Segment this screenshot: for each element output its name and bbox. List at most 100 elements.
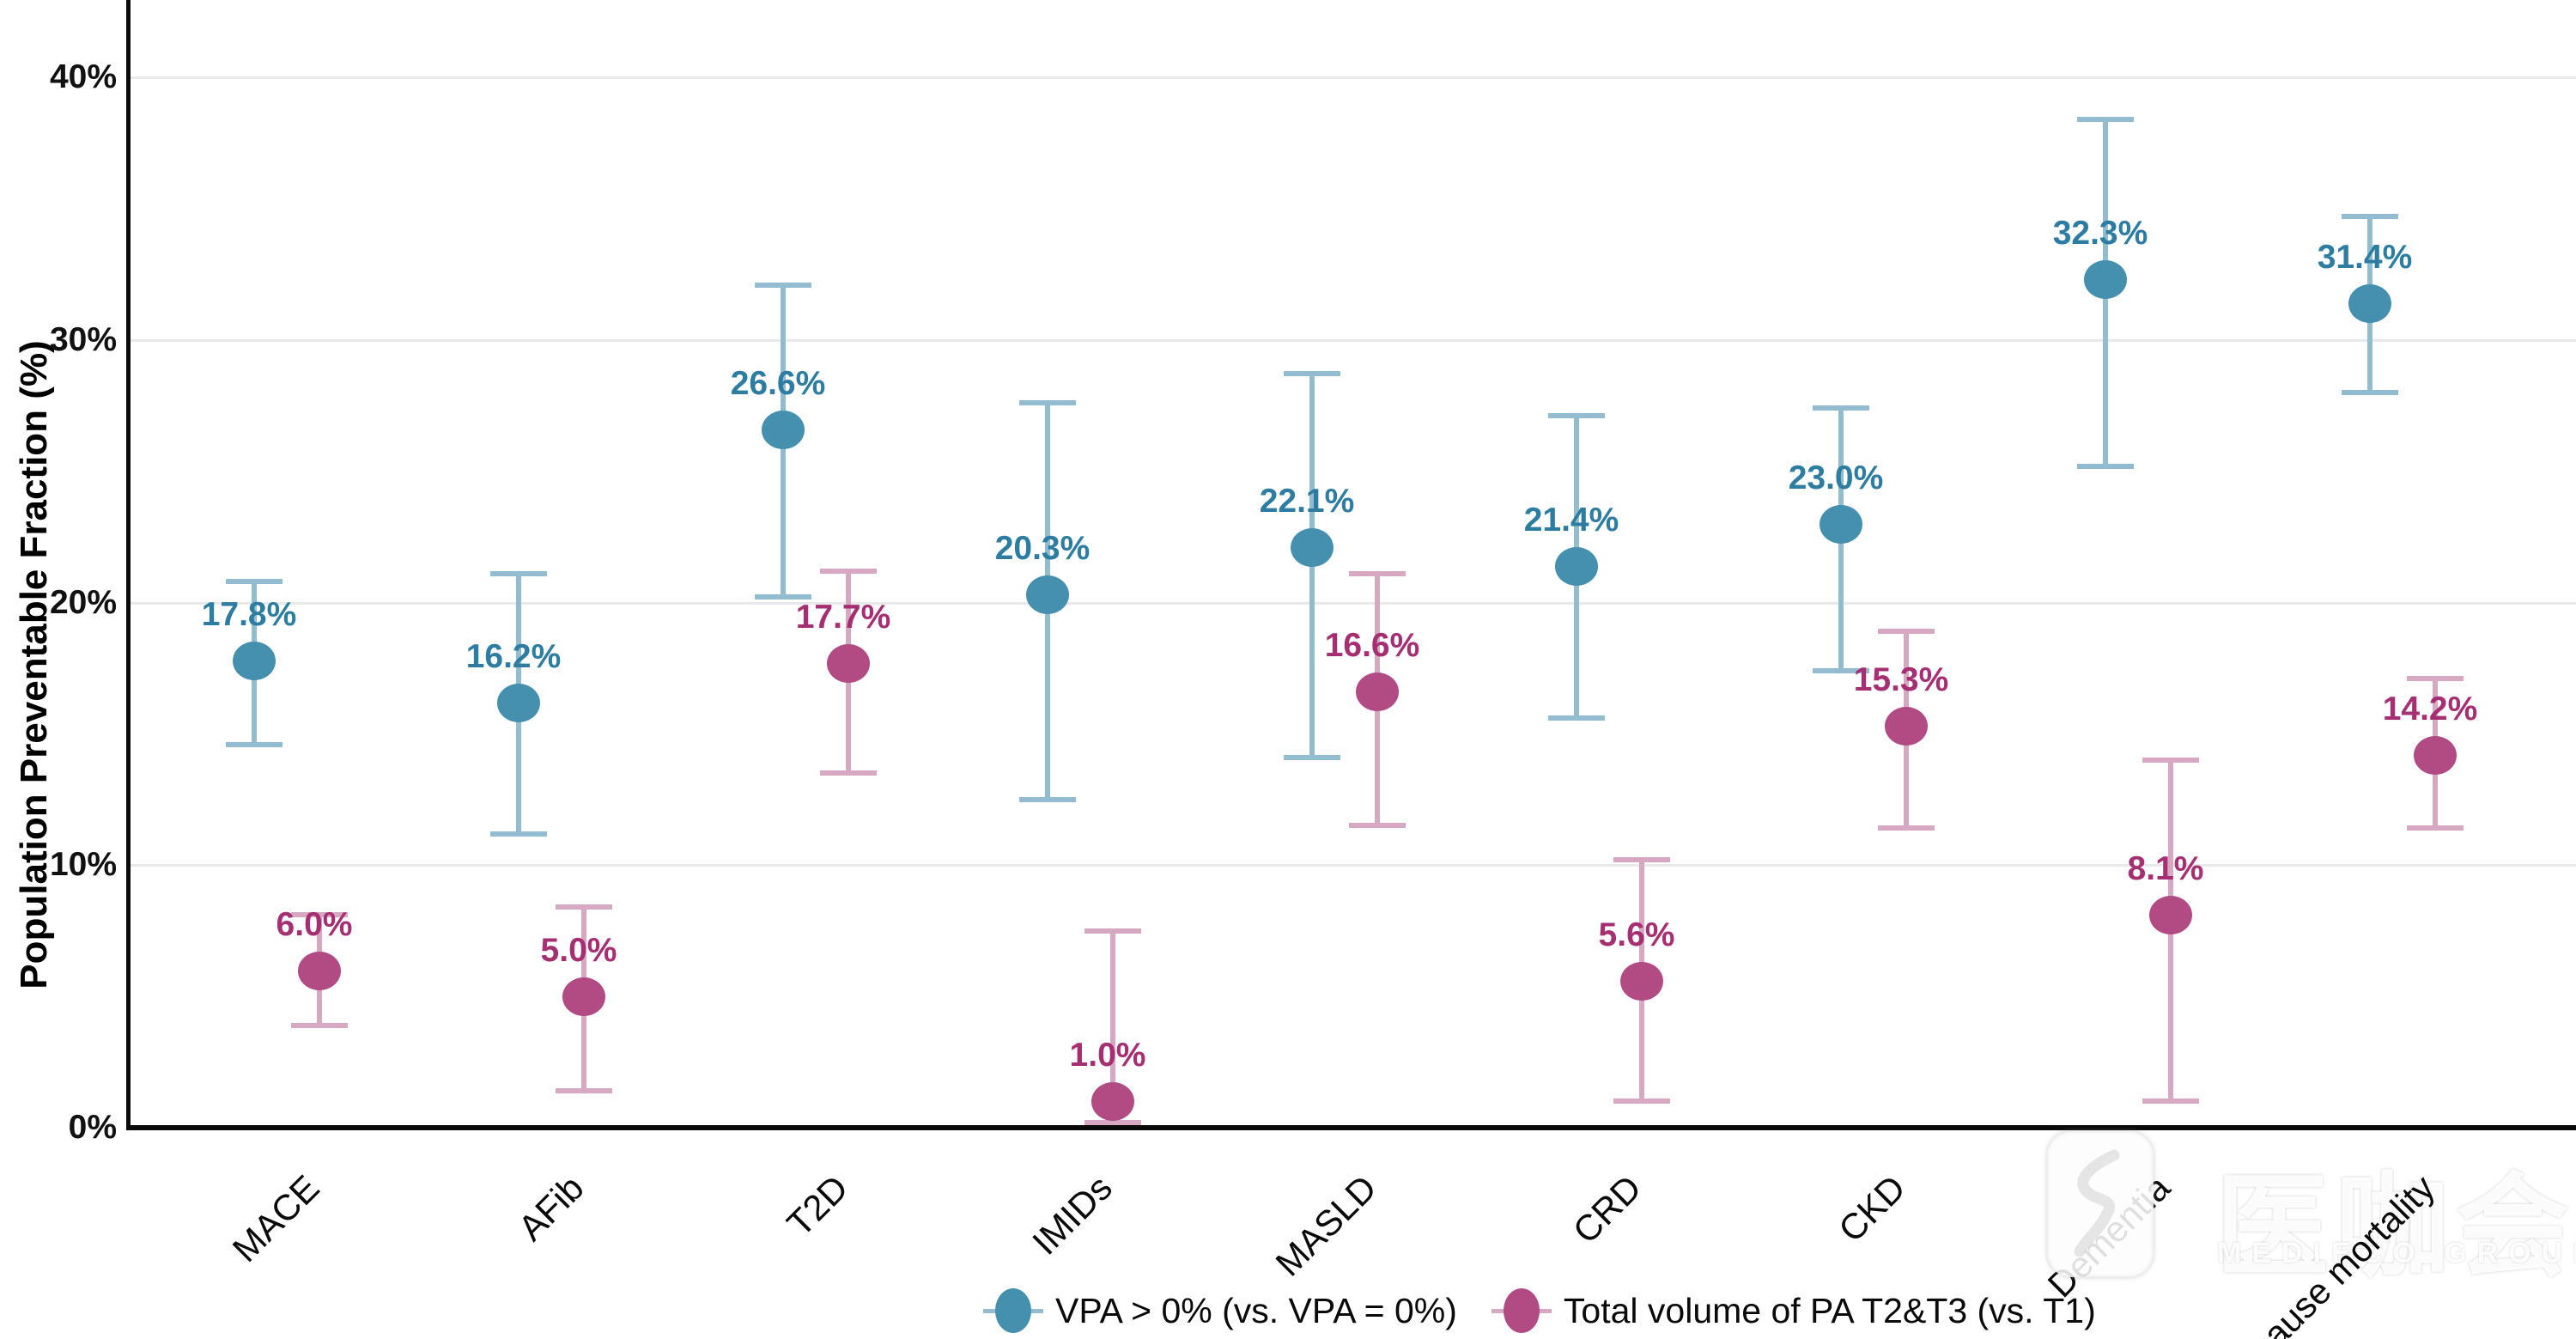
data-point [762, 410, 805, 449]
legend-key-icon [983, 1284, 1043, 1337]
watermark-cn-text: 医咖会 [2215, 1164, 2576, 1290]
error-bar-cap-lower [490, 831, 547, 837]
error-bar-cap-lower [1084, 1119, 1141, 1125]
error-bar-cap-upper [1548, 413, 1605, 419]
data-point-label: 1.0% [1069, 1037, 1146, 1074]
data-point [1356, 673, 1399, 712]
error-bar-cap-lower [2342, 389, 2398, 395]
data-point [1620, 961, 1663, 1001]
data-point [298, 951, 341, 990]
y-tick-label-20: 20% [49, 583, 117, 621]
error-bar-cap-upper [291, 912, 348, 918]
error-bar-cap-lower [2407, 825, 2464, 831]
error-bar-cap-lower [1284, 754, 1340, 760]
error-bar-cap-upper [490, 570, 547, 576]
x-axis-label-imids: IMIDs [1024, 1167, 1121, 1263]
x-axis-label-crd: CRD [1564, 1167, 1649, 1251]
data-point [1820, 504, 1862, 544]
error-bar-cap-lower [291, 1022, 348, 1028]
watermark-logo-glyph [2074, 1149, 2120, 1257]
data-point-label: 20.3% [994, 530, 1091, 568]
legend-point-icon [995, 1288, 1031, 1333]
error-bar-cap-lower [1878, 825, 1935, 831]
data-point [1885, 707, 1928, 746]
gridline-10 [129, 864, 2576, 867]
data-point [2084, 260, 2127, 300]
legend-point-icon [1503, 1288, 1540, 1333]
error-bar-cap-upper [2142, 757, 2199, 763]
data-point [562, 977, 605, 1017]
data-point-label: 16.2% [465, 637, 562, 675]
data-point [1555, 546, 1598, 586]
error-bar-cap-upper [2407, 676, 2464, 682]
data-point-label: 5.6% [1598, 916, 1675, 953]
watermark-logo-box [2047, 1131, 2154, 1277]
error-bar-cap-upper [2077, 116, 2134, 122]
error-bar-cap-lower [1349, 823, 1406, 829]
error-bar-cap-upper [226, 579, 283, 585]
error-bar-cap-upper [820, 568, 877, 574]
y-axis-title: Population Preventable Fraction (%) [13, 340, 55, 989]
error-bar-cap-lower [1548, 715, 1605, 721]
error-bar-cap-lower [820, 770, 877, 776]
legend-item: Total volume of PA T2&T3 (vs. T1) [1491, 1284, 2115, 1337]
data-point-label: 17.8% [201, 595, 297, 633]
error-bar-cap-upper [1613, 857, 1670, 863]
error-bar-cap-lower [1813, 667, 1869, 673]
chart-legend: VPA > 0% (vs. VPA = 0%) Total volume of P… [983, 1281, 2115, 1339]
error-bar-cap-lower [556, 1088, 612, 1094]
data-point [233, 641, 276, 680]
error-bar-cap-upper [1349, 570, 1406, 576]
data-point [2149, 896, 2192, 935]
legend-item: VPA > 0% (vs. VPA = 0%) [983, 1284, 1476, 1337]
x-axis-label-masld: MASLD [1267, 1167, 1385, 1284]
data-point [827, 643, 870, 683]
legend-label: VPA > 0% (vs. VPA = 0%) [1055, 1290, 1457, 1330]
y-axis-line [126, 0, 131, 1130]
data-point [2414, 735, 2457, 775]
gridline-20 [129, 601, 2576, 605]
data-point-label: 21.4% [1523, 501, 1619, 539]
error-bar-cap-lower [226, 741, 283, 747]
data-point-label: 22.1% [1259, 483, 1355, 520]
error-bar-cap-upper [755, 282, 811, 288]
x-axis-label-afib: AFib [509, 1167, 592, 1249]
data-point [1291, 528, 1334, 568]
data-point-label: 23.0% [1788, 459, 1884, 496]
data-point-label: 5.0% [540, 932, 617, 970]
data-point-label: 26.6% [730, 364, 826, 402]
gridline-30 [129, 338, 2576, 342]
error-bar-cap-lower [1019, 796, 1076, 802]
data-point [1026, 575, 1069, 615]
legend-label: Total volume of PA T2&T3 (vs. T1) [1563, 1290, 2096, 1330]
x-axis-line [126, 1125, 2576, 1130]
error-bar-cap-upper [1813, 405, 1869, 411]
y-tick-label-40: 40% [49, 58, 117, 95]
data-point-label: 31.4% [2317, 238, 2413, 276]
y-tick-label-10: 10% [49, 846, 117, 884]
error-bar [1110, 930, 1115, 1123]
data-point-label: 6.0% [276, 905, 353, 943]
data-point-label: 14.2% [2382, 690, 2478, 727]
error-bar-cap-lower [2077, 463, 2134, 469]
data-point-label: 17.7% [795, 598, 891, 636]
error-bar-cap-upper [1284, 371, 1340, 377]
error-bar-cap-lower [755, 594, 811, 600]
x-axis-label-ckd: CKD [1831, 1167, 1914, 1250]
data-point-label: 16.6% [1324, 627, 1420, 665]
watermark-en-text: MEDIECO GROUP [2217, 1237, 2576, 1269]
y-tick-label-30: 30% [49, 320, 117, 358]
error-bar-cap-lower [1613, 1099, 1670, 1105]
error-bar-cap-upper [1084, 928, 1141, 934]
error-bar-cap-lower [2142, 1099, 2199, 1105]
error-bar-cap-upper [556, 904, 612, 910]
data-point-label: 32.3% [2052, 215, 2148, 253]
x-axis-label-t2d: T2D [778, 1167, 856, 1245]
y-tick-label-0: 0% [68, 1109, 117, 1146]
legend-key-icon [1491, 1284, 1552, 1337]
x-axis-label-mace: MACE [224, 1167, 327, 1270]
data-point [497, 683, 540, 722]
gridline-40 [129, 76, 2576, 79]
data-point [2348, 283, 2391, 323]
